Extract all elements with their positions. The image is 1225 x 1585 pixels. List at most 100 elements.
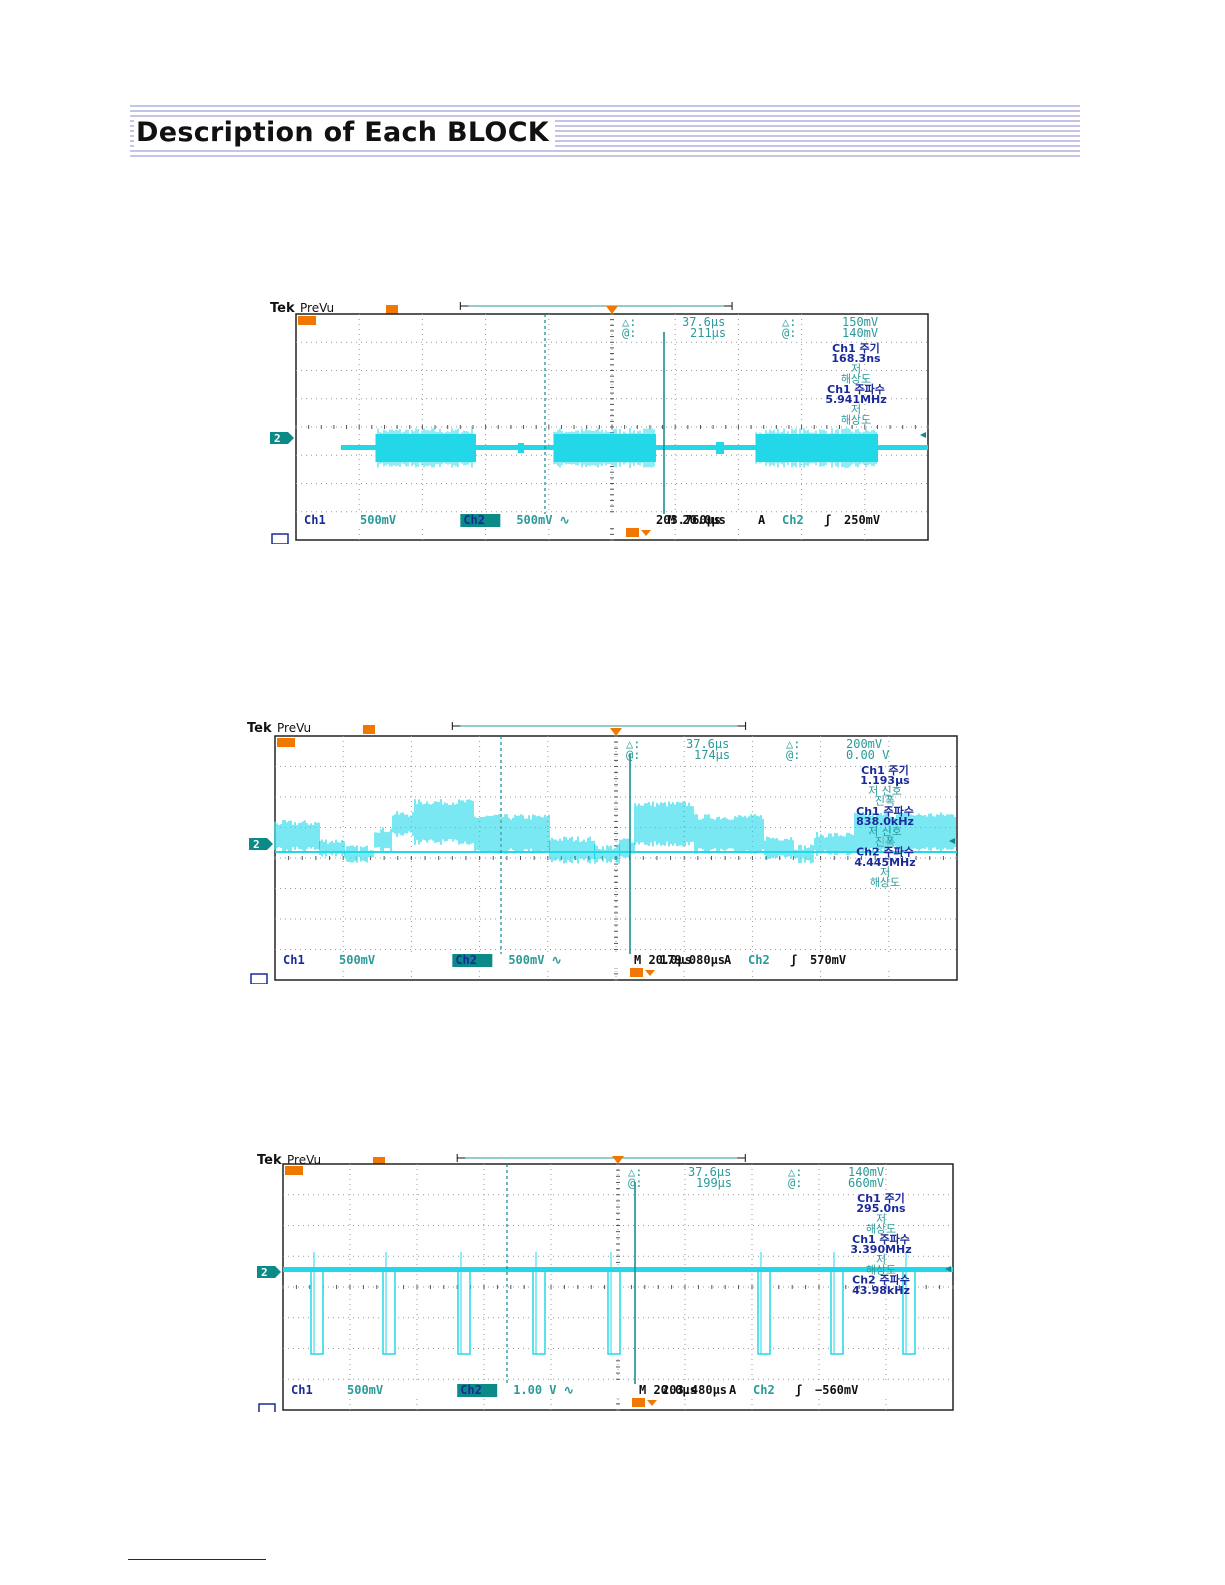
at-v-label: @: bbox=[782, 326, 796, 340]
measurement-text: 168.3ns bbox=[831, 352, 881, 365]
measurement-text: Ch1 주파수 bbox=[856, 804, 914, 818]
delta-t-label: △: bbox=[628, 1165, 642, 1179]
ch1-label: Ch1 bbox=[304, 513, 326, 527]
mode-label: PreVu bbox=[300, 301, 334, 315]
ch1-label: Ch1 bbox=[291, 1383, 313, 1397]
measurement-text: Ch1 주기 bbox=[857, 1191, 905, 1205]
ch2-badge bbox=[460, 514, 501, 527]
trigger-time-icon bbox=[630, 968, 643, 977]
measurement-text: 저 bbox=[851, 403, 861, 416]
trigger-position-value: 203.760µs bbox=[656, 513, 721, 527]
acq-mode-label: A bbox=[758, 513, 766, 527]
measurement-text: Ch1 주기 bbox=[832, 341, 880, 355]
ch2-marker-label: 2 bbox=[274, 432, 281, 445]
measurement-text: 해상도 bbox=[841, 412, 871, 426]
delta-t-value: 37.6µs bbox=[682, 315, 725, 329]
measurement-text: 진폭 bbox=[875, 835, 895, 848]
ch1-scale-value: 500mV bbox=[339, 953, 375, 967]
measurement-text: 해상도 bbox=[870, 875, 900, 889]
at-v-value: 0.00 V bbox=[846, 748, 889, 762]
delta-v-label: △: bbox=[782, 315, 796, 329]
delta-t-label: △: bbox=[626, 737, 640, 751]
at-t-label: @: bbox=[628, 1176, 642, 1190]
trigger-time-icon bbox=[632, 1398, 645, 1407]
delta-t-value: 37.6µs bbox=[688, 1165, 731, 1179]
oscilloscope-screenshot-1: Tek PreVu 2 △: 37.6µs @: 211µs △: 150mV @: 140mV Ch… bbox=[268, 298, 930, 544]
ch1-ground-marker-icon bbox=[271, 533, 289, 544]
trigger-slope-icon: ʃ bbox=[824, 513, 831, 527]
timebase-value: M 20.0µs bbox=[639, 1383, 697, 1397]
trigger-position-value: 203.480µs bbox=[662, 1383, 727, 1397]
ch2-label: Ch2 bbox=[455, 953, 477, 967]
trigger-position-value: 179.080µs bbox=[660, 953, 725, 967]
trigger-source-label: Ch2 bbox=[753, 1383, 775, 1397]
at-v-value: 140mV bbox=[842, 326, 878, 340]
brand-label: Tek bbox=[257, 1153, 282, 1168]
ch2-waveform bbox=[283, 1252, 953, 1356]
trigger-level-value: 250mV bbox=[844, 513, 880, 527]
measurement-text: 해상도 bbox=[866, 1262, 896, 1276]
delta-t-value: 37.6µs bbox=[686, 737, 729, 751]
trigger-arrow-icon bbox=[949, 838, 955, 844]
measurement-text: 해상도 bbox=[841, 372, 871, 386]
trigger-arrow-icon bbox=[920, 432, 926, 438]
ch1-ground-marker-icon bbox=[258, 1403, 276, 1412]
ch2-scale-value: 1.00 V ∿ bbox=[513, 1383, 574, 1397]
ch2-ground-marker-icon bbox=[249, 838, 273, 850]
ch2-waveform bbox=[274, 799, 957, 864]
measurement-text: Ch1 주파수 bbox=[827, 382, 885, 396]
brand-label: Tek bbox=[270, 301, 295, 316]
ch2-label: Ch2 bbox=[460, 1383, 482, 1397]
ch2-scale-value: 500mV ∿ bbox=[508, 953, 561, 967]
ch2-label: Ch2 bbox=[463, 513, 485, 527]
measurement-text: 저 bbox=[851, 362, 861, 375]
ch1-ground-marker-icon bbox=[250, 973, 268, 984]
trigger-level-icon bbox=[298, 316, 316, 325]
at-t-value: 199µs bbox=[696, 1176, 732, 1190]
measurement-text: Ch2 주파수 bbox=[852, 1273, 910, 1287]
ch1-scale-value: 500mV bbox=[347, 1383, 383, 1397]
trigger-position-icon bbox=[610, 728, 622, 736]
measurement-text: 4.445MHz bbox=[854, 856, 915, 869]
brand-label: Tek bbox=[247, 721, 272, 736]
timebase-value: M 20.0µs bbox=[634, 953, 692, 967]
at-v-value: 660mV bbox=[848, 1176, 884, 1190]
measurement-text: 저 bbox=[880, 866, 890, 879]
delta-t-label: △: bbox=[622, 315, 636, 329]
measurement-text: 5.941MHz bbox=[825, 393, 886, 406]
measurement-text: Ch1 주기 bbox=[861, 763, 909, 777]
measurement-text: 1.193µs bbox=[860, 774, 910, 787]
delta-v-value: 150mV bbox=[842, 315, 878, 329]
delta-v-value: 140mV bbox=[848, 1165, 884, 1179]
measurement-text: 저 bbox=[876, 1253, 886, 1266]
page-header: Description of Each BLOCK bbox=[130, 104, 1080, 160]
trigger-slope-icon: ʃ bbox=[795, 1383, 802, 1397]
ch2-marker-label: 2 bbox=[261, 1266, 268, 1279]
trigger-level-icon bbox=[277, 738, 295, 747]
measurement-text: 진폭 bbox=[875, 795, 895, 808]
oscilloscope-screenshot-3: Tek PreVu 2 △: 37.6µs @: 199µs △: 140mV @: 660mV Ch… bbox=[255, 1150, 955, 1412]
run-indicator-icon bbox=[373, 1157, 385, 1166]
acq-mode-label: A bbox=[729, 1383, 737, 1397]
at-v-label: @: bbox=[788, 1176, 802, 1190]
at-t-label: @: bbox=[622, 326, 636, 340]
measurement-text: 295.0ns bbox=[856, 1202, 906, 1215]
trigger-source-label: Ch2 bbox=[782, 513, 804, 527]
measurement-text: 43.98kHz bbox=[852, 1284, 910, 1297]
measurement-text: 해상도 bbox=[866, 1222, 896, 1236]
acq-mode-label: A bbox=[724, 953, 732, 967]
ch2-marker-label: 2 bbox=[253, 838, 260, 851]
measurement-text: Ch2 주파수 bbox=[856, 845, 914, 859]
trigger-position-icon bbox=[606, 306, 618, 314]
timebase-value: M 20.0µs bbox=[668, 513, 726, 527]
page-title: Description of Each BLOCK bbox=[134, 118, 556, 148]
trigger-slope-icon: ʃ bbox=[790, 953, 797, 967]
run-indicator-icon bbox=[386, 305, 398, 314]
trigger-time-icon bbox=[626, 528, 639, 537]
ch2-waveform bbox=[341, 428, 928, 468]
at-t-label: @: bbox=[626, 748, 640, 762]
delta-v-label: △: bbox=[786, 737, 800, 751]
run-indicator-icon bbox=[363, 725, 375, 734]
trigger-source-label: Ch2 bbox=[748, 953, 770, 967]
measurement-text: 838.0kHz bbox=[856, 815, 914, 828]
